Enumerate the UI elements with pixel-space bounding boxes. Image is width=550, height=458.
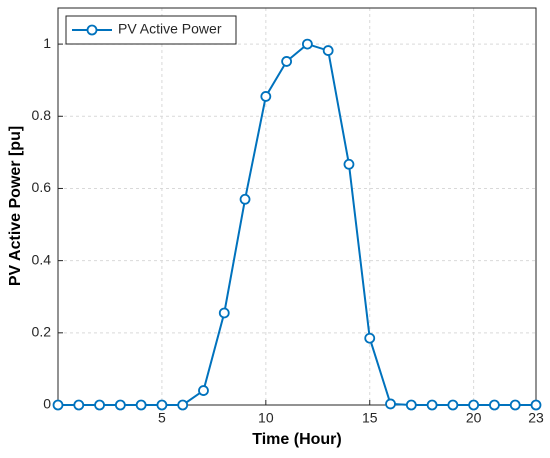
y-tick-label: 0.6: [32, 179, 52, 195]
data-point: [260, 91, 272, 102]
x-tick-label: 10: [258, 410, 274, 426]
data-point: [239, 193, 251, 205]
data-point: [218, 307, 230, 319]
y-tick-label: 0.2: [32, 324, 52, 340]
data-point: [385, 398, 396, 410]
y-tick-label: 0.4: [32, 251, 52, 267]
legend-marker: [86, 24, 98, 36]
data-point: [343, 158, 355, 170]
y-tick-label: 0: [43, 396, 51, 412]
legend: PV Active Power: [65, 15, 237, 45]
x-tick-label: 5: [158, 410, 166, 426]
data-point: [405, 399, 417, 411]
y-tick-label: 0.8: [32, 107, 52, 123]
data-point: [530, 399, 542, 411]
x-tick-label: 20: [466, 410, 482, 426]
data-point: [468, 399, 480, 411]
data-point: [489, 399, 500, 411]
data-point: [52, 399, 64, 411]
plot-frame: [57, 7, 537, 406]
data-point: [177, 399, 189, 411]
y-tick-label: 1: [43, 35, 51, 51]
y-axis-label: PV Active Power [pu]: [7, 126, 24, 286]
series-line: [58, 42, 536, 406]
data-point: [509, 399, 521, 411]
data-point: [198, 385, 209, 396]
data-point: [73, 399, 85, 411]
x-tick-label: 15: [362, 410, 378, 426]
data-point: [94, 399, 105, 411]
data-point: [114, 399, 126, 411]
data-point: [156, 399, 168, 411]
x-axis-label: Time (Hour): [252, 431, 341, 448]
data-point: [281, 56, 293, 67]
x-tick-label: 23: [528, 410, 544, 426]
legend-label: PV Active Power: [118, 21, 222, 37]
data-point: [447, 399, 459, 411]
data-point: [322, 45, 334, 56]
data-point: [426, 399, 438, 411]
data-point: [135, 399, 147, 411]
data-point: [301, 38, 313, 50]
data-point: [364, 332, 376, 344]
